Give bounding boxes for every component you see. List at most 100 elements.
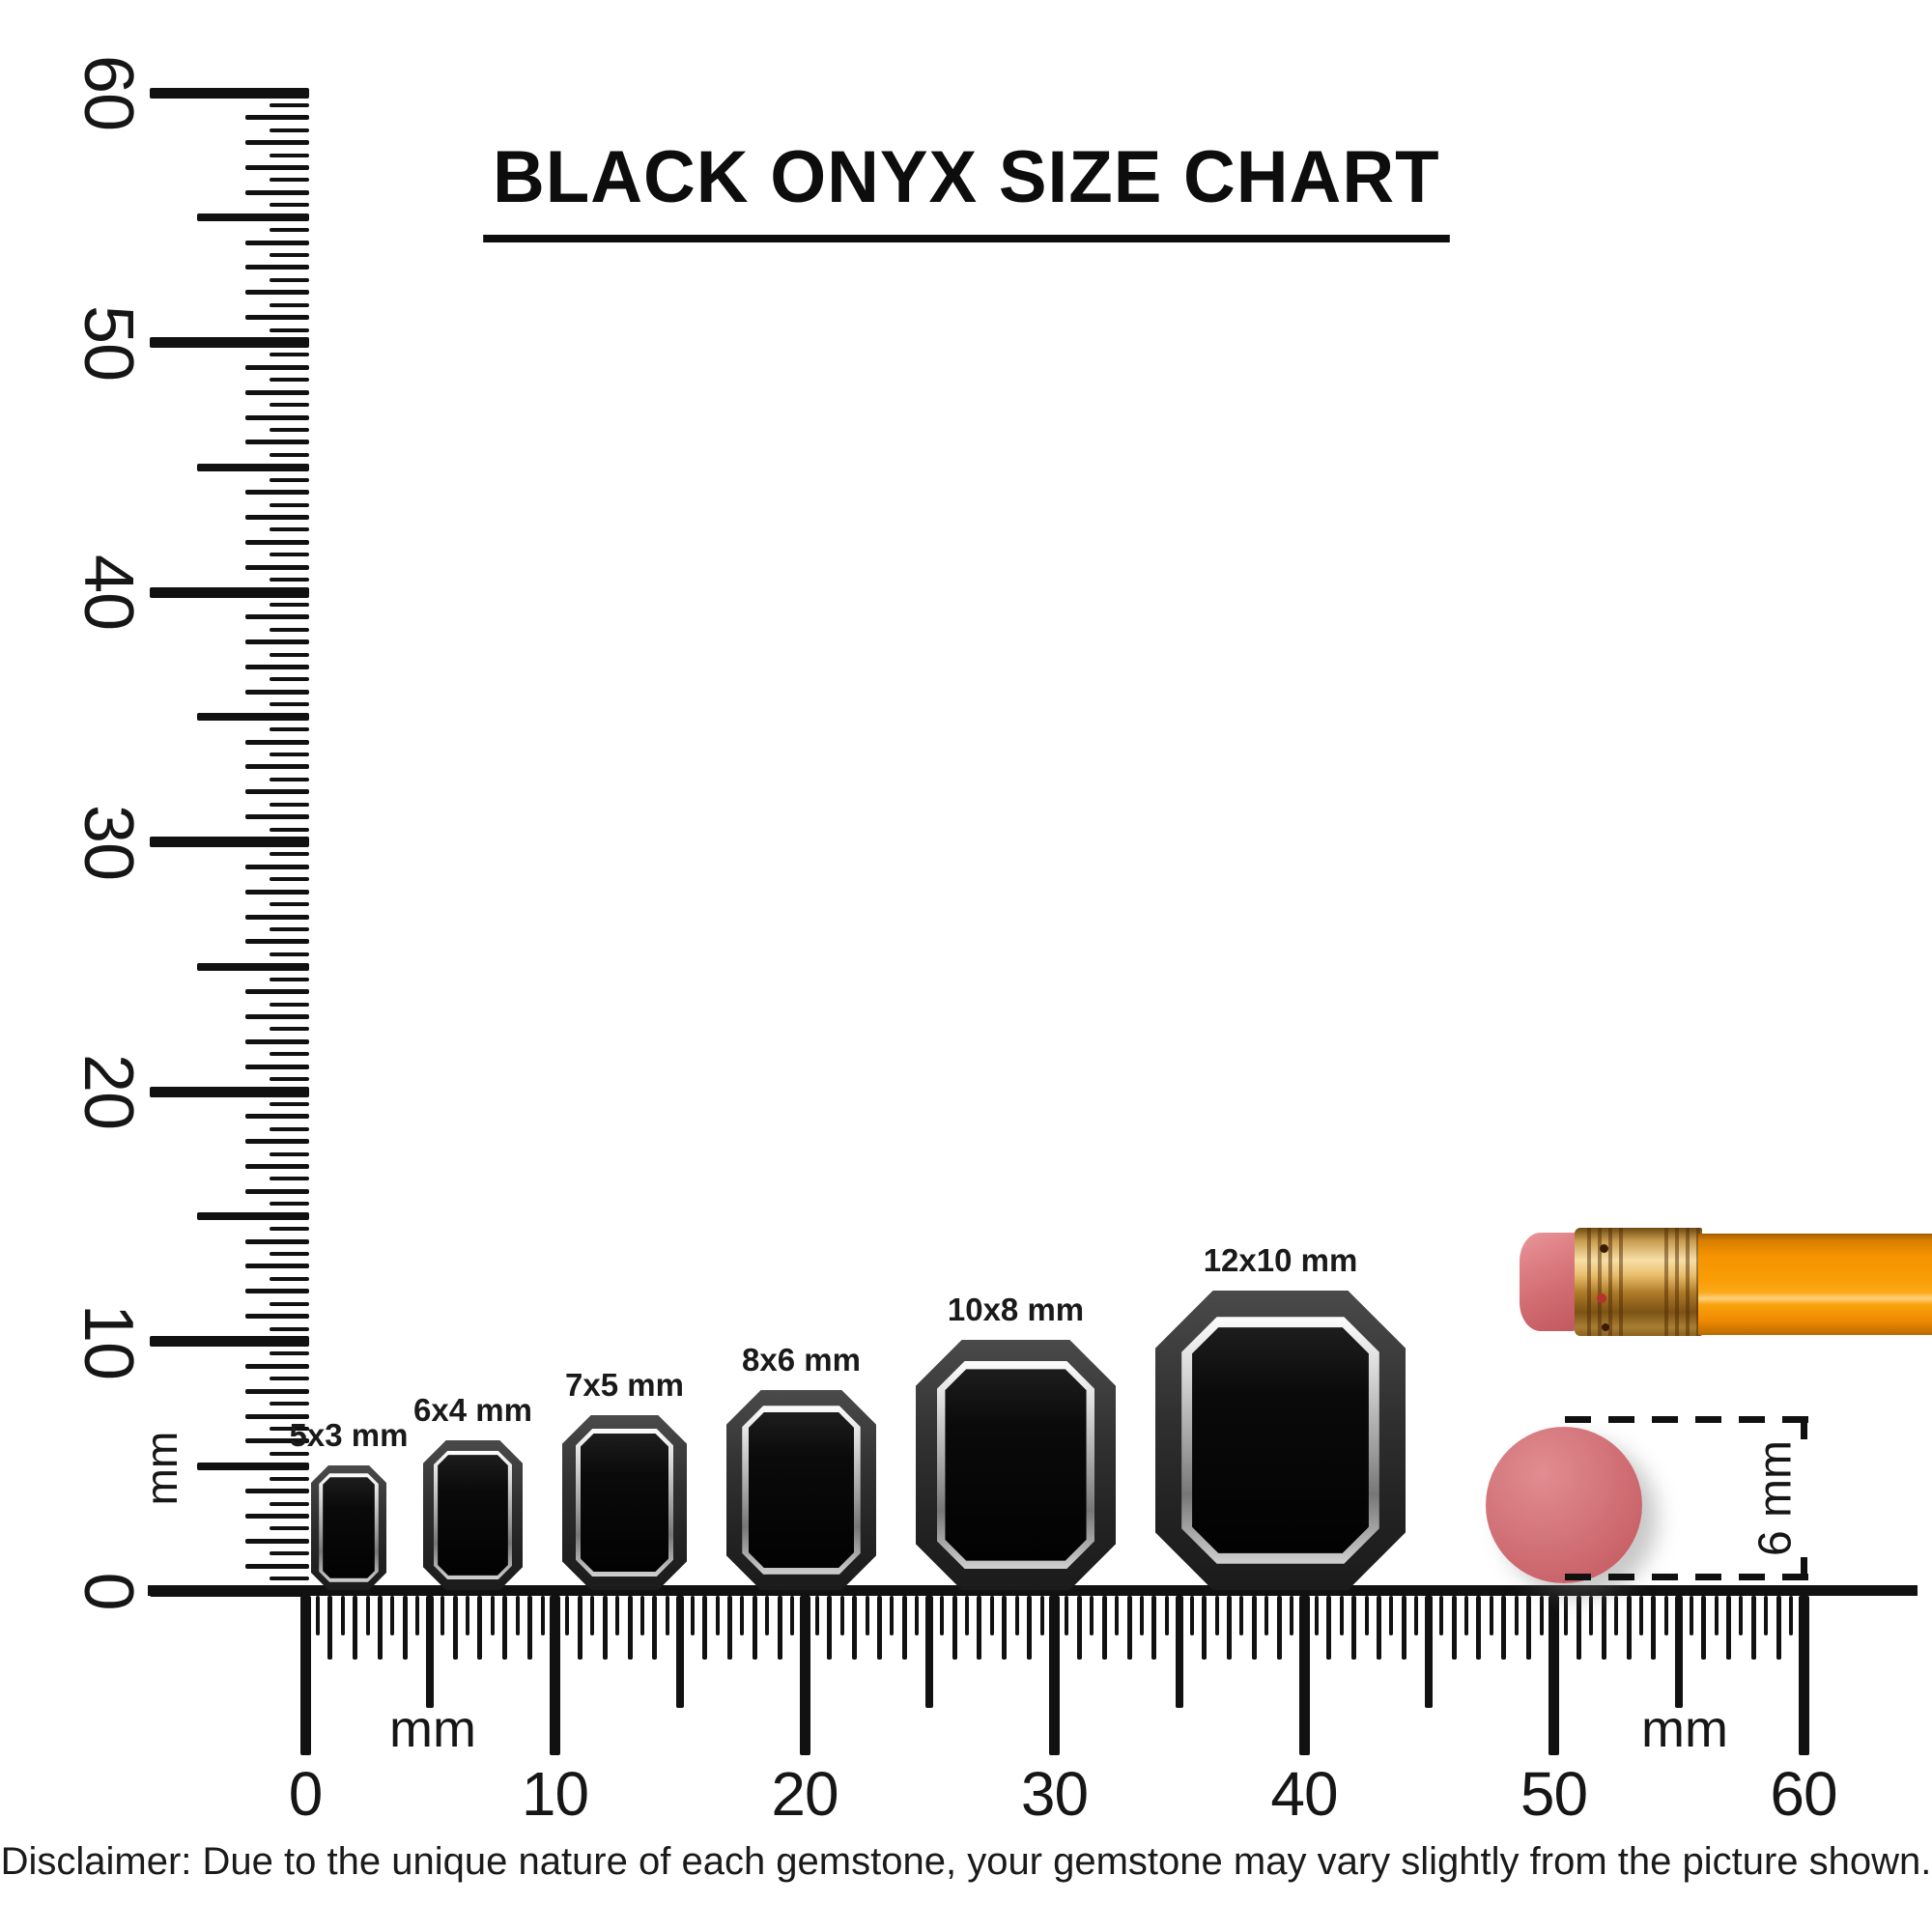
ruler-tick	[270, 1252, 309, 1257]
ferrule-crimp-right	[1658, 1228, 1702, 1336]
ruler-tick	[270, 452, 309, 457]
ruler-tick	[270, 1577, 309, 1581]
disclaimer-text: Disclaimer: Due to the unique nature of …	[0, 1840, 1932, 1883]
ruler-tick	[1298, 1596, 1310, 1755]
ruler-tick	[652, 1596, 658, 1660]
ruler-tick	[270, 1027, 309, 1032]
horizontal-ruler-number: 60	[1770, 1759, 1837, 1829]
ruler-tick	[245, 440, 309, 445]
ruler-tick	[270, 1377, 309, 1381]
page-title-wrap: BLACK ONYX SIZE CHART	[0, 135, 1932, 242]
ruler-tick	[1151, 1596, 1157, 1660]
ruler-tick	[270, 652, 309, 657]
ferrule-rivet-icon	[1600, 1244, 1608, 1253]
measure-end-cap-bottom	[1801, 1557, 1807, 1580]
ferrule-rivet-icon	[1597, 1293, 1606, 1303]
ruler-tick	[890, 1596, 895, 1635]
ruler-tick	[402, 1596, 408, 1660]
ruler-tick	[245, 189, 309, 195]
ruler-tick	[270, 102, 309, 107]
ruler-tick	[270, 553, 309, 557]
ruler-tick	[245, 889, 309, 895]
ruler-tick	[270, 852, 309, 857]
ruler-tick	[197, 1212, 309, 1221]
ruler-tick	[1401, 1596, 1406, 1660]
ruler-tick	[1251, 1596, 1257, 1660]
ruler-tick	[1076, 1596, 1082, 1660]
ruler-tick	[1614, 1596, 1619, 1635]
ruler-tick	[340, 1596, 345, 1635]
eraser-reference-dot	[1486, 1427, 1642, 1583]
gem-table	[438, 1455, 508, 1576]
ruler-tick	[1638, 1596, 1643, 1635]
ruler-tick	[270, 128, 309, 132]
ruler-tick	[1164, 1596, 1169, 1635]
ruler-tick	[1425, 1596, 1434, 1708]
gem-6x4mm	[423, 1440, 523, 1590]
ruler-tick	[245, 1314, 309, 1320]
ruler-tick	[245, 140, 309, 146]
ruler-tick	[245, 1289, 309, 1294]
ruler-tick	[1002, 1596, 1008, 1660]
ruler-tick	[977, 1596, 982, 1660]
ruler-tick	[726, 1596, 732, 1660]
ruler-tick	[270, 527, 309, 532]
ruler-tick	[477, 1596, 483, 1660]
ruler-tick	[270, 378, 309, 383]
ruler-tick	[799, 1596, 810, 1755]
ruler-tick	[940, 1596, 945, 1635]
ruler-tick	[270, 1402, 309, 1406]
ruler-tick	[1264, 1596, 1269, 1635]
ruler-tick	[245, 265, 309, 270]
ruler-tick	[245, 1489, 309, 1494]
ruler-tick	[1725, 1596, 1731, 1660]
gem-7x5mm	[562, 1415, 687, 1590]
ruler-tick	[540, 1596, 545, 1635]
ruler-tick	[952, 1596, 957, 1660]
ruler-tick	[1090, 1596, 1094, 1635]
ruler-tick	[270, 602, 309, 607]
ruler-tick	[852, 1596, 858, 1660]
ruler-tick	[245, 564, 309, 570]
ruler-tick	[1750, 1596, 1756, 1660]
ruler-tick	[1701, 1596, 1707, 1660]
ruler-tick	[270, 153, 309, 157]
ruler-tick	[270, 253, 309, 258]
horizontal-ruler-number: 0	[288, 1759, 324, 1829]
gem-size-label: 6x4 mm	[413, 1392, 532, 1428]
ruler-tick	[245, 364, 309, 370]
ruler-tick	[270, 1451, 309, 1456]
ruler-tick	[527, 1596, 533, 1660]
ruler-tick	[245, 539, 309, 545]
horizontal-ruler-number: 20	[771, 1759, 838, 1829]
ruler-tick	[197, 463, 309, 471]
ruler-tick	[270, 977, 309, 981]
ruler-tick	[270, 727, 309, 732]
ruler-tick	[1189, 1596, 1194, 1635]
ruler-tick	[245, 165, 309, 171]
ruler-tick	[827, 1596, 833, 1660]
ruler-tick	[565, 1596, 570, 1635]
ruler-tick	[1377, 1596, 1382, 1660]
vertical-ruler-number: 0	[70, 1572, 147, 1610]
ruler-tick	[245, 939, 309, 945]
ruler-tick	[197, 1462, 309, 1470]
pencil-body	[1698, 1234, 1932, 1335]
ruler-tick	[270, 302, 309, 307]
ruler-tick	[245, 989, 309, 995]
ruler-tick	[150, 1336, 309, 1347]
gem-table	[580, 1433, 669, 1573]
ruler-tick	[702, 1596, 708, 1660]
ruler-tick	[245, 1064, 309, 1069]
ruler-tick	[1239, 1596, 1244, 1635]
ruler-tick	[270, 1351, 309, 1356]
horizontal-ruler-unit-label-right: mm	[1641, 1700, 1728, 1758]
ruler-tick	[197, 962, 309, 971]
horizontal-ruler-unit-label-left: mm	[389, 1700, 476, 1758]
gem-8x6mm	[726, 1390, 876, 1590]
ruler-tick	[270, 926, 309, 931]
ruler-tick	[740, 1596, 745, 1635]
ruler-tick	[502, 1596, 508, 1660]
ruler-tick	[245, 1238, 309, 1244]
ruler-tick	[245, 639, 309, 645]
